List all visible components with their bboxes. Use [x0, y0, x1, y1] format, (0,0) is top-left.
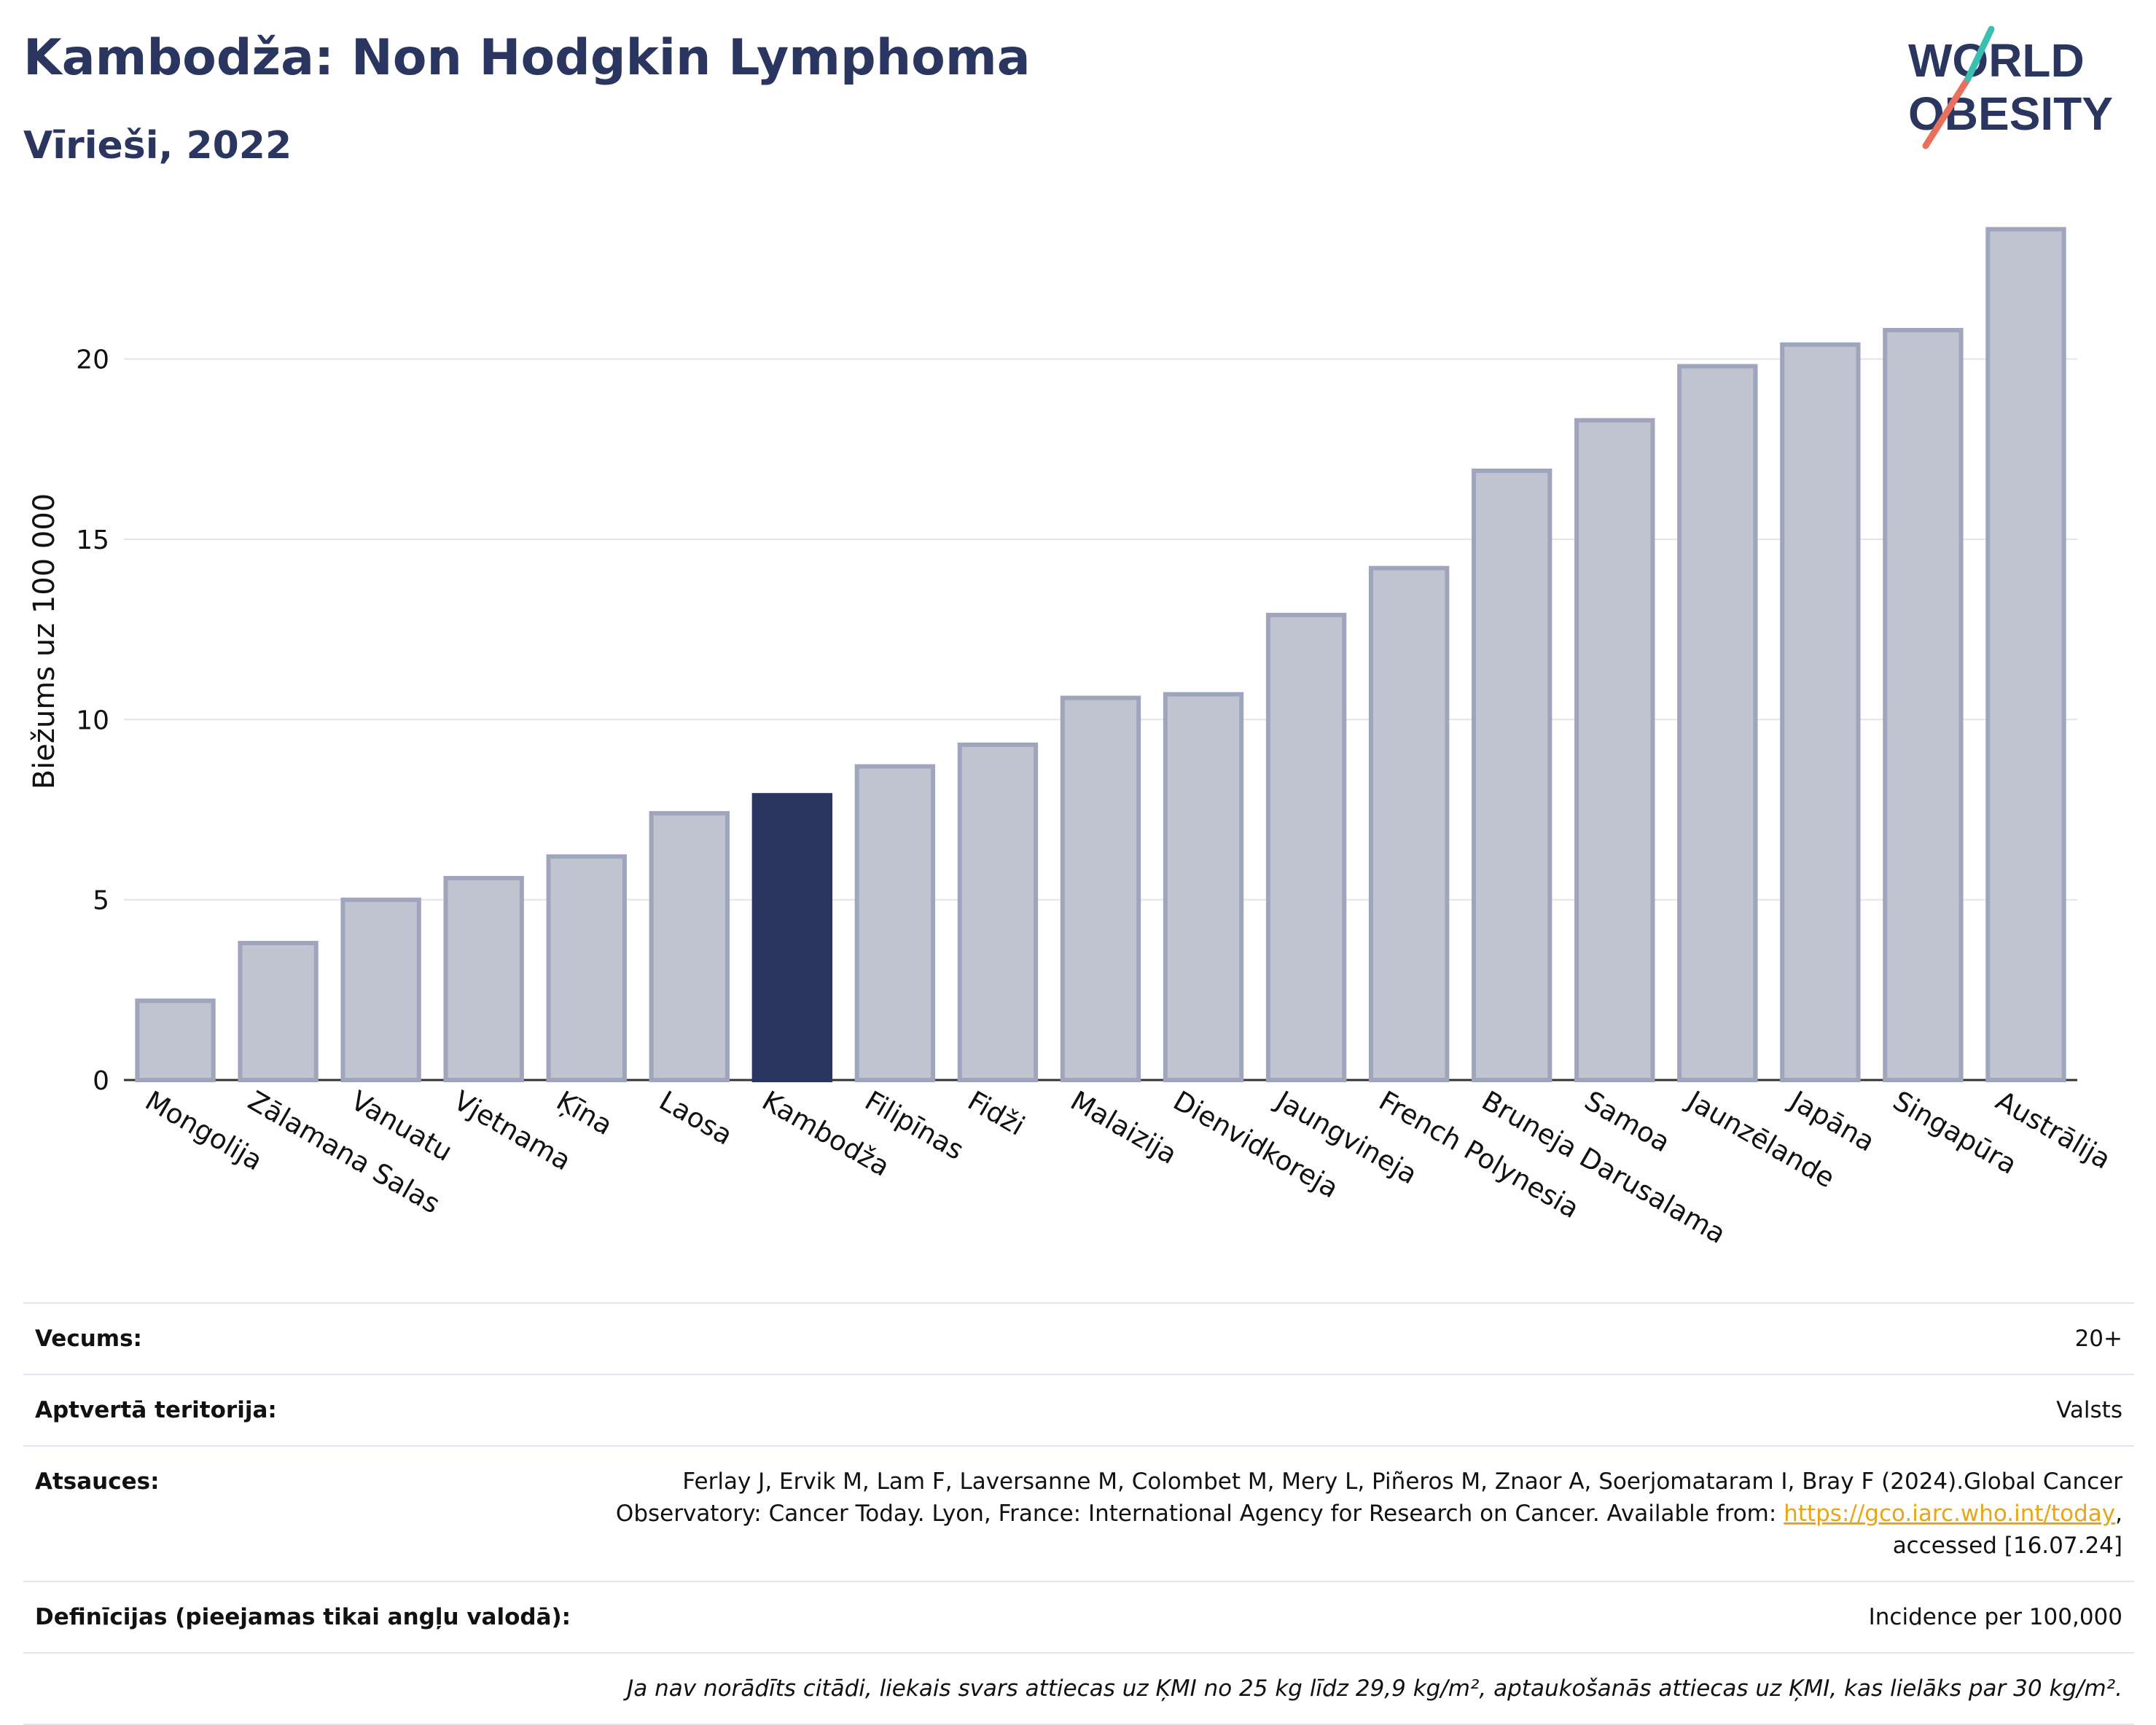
info-row-references: Atsauces: Ferlay J, Ervik M, Lam F, Lave…	[23, 1445, 2134, 1581]
y-tick-label: 10	[76, 705, 109, 735]
definitions-value: Incidence per 100,000	[1868, 1604, 2122, 1630]
bars	[135, 227, 2066, 1083]
y-tick-label: 5	[93, 886, 109, 916]
logo-line1: WORLD	[1908, 34, 2085, 87]
bar-Japāna[interactable]	[1780, 342, 1861, 1083]
bar-Zālamana Salas[interactable]	[238, 941, 319, 1083]
x-tick-label: Vjetnama	[448, 1085, 576, 1177]
x-tick-label: Fidži	[962, 1085, 1030, 1142]
y-tick-labels: 0 5 10 15 20	[76, 345, 109, 1096]
page-subtitle: Vīrieši, 2022	[23, 124, 292, 168]
bar-Vjetnama[interactable]	[443, 875, 524, 1082]
references-text: Ferlay J, Ervik M, Lam F, Laversanne M, …	[615, 1468, 2122, 1527]
bar-Kambodža[interactable]	[751, 793, 833, 1083]
footnote: Ja nav norādīts citādi, liekais svars at…	[627, 1675, 2122, 1702]
info-table: Vecums: 20+ Aptvertā teritorija: Valsts …	[23, 1302, 2134, 1725]
bar-Fidži[interactable]	[957, 742, 1039, 1082]
age-label: Vecums:	[35, 1326, 142, 1352]
bar-Jaunzēlande[interactable]	[1677, 364, 1758, 1083]
bar-French Polynesia[interactable]	[1368, 566, 1450, 1082]
info-row-coverage: Aptvertā teritorija: Valsts	[23, 1374, 2134, 1445]
x-tick-label: Ķīna	[551, 1085, 617, 1142]
bar-Malaizija[interactable]	[1060, 695, 1141, 1082]
bar-Bruneja Darusalama[interactable]	[1472, 468, 1552, 1082]
y-tick-label: 0	[93, 1066, 109, 1096]
age-value: 20+	[2074, 1326, 2122, 1352]
x-tick-label: Mongolija	[140, 1085, 267, 1177]
y-axis-label: Biežums uz 100 000	[28, 493, 61, 790]
x-tick-label: Zālamana Salas	[243, 1085, 445, 1220]
bar-Vanuatu[interactable]	[340, 897, 421, 1083]
bar-Singapūra[interactable]	[1883, 328, 1964, 1082]
bar-Dienvidkoreja[interactable]	[1163, 692, 1244, 1082]
references-value: Ferlay J, Ervik M, Lam F, Laversanne M, …	[589, 1466, 2122, 1562]
y-tick-label: 20	[76, 345, 109, 375]
world-obesity-logo: WORLD OBESITY	[1908, 26, 2113, 149]
coverage-value: Valsts	[2056, 1397, 2122, 1423]
bar-Jaungvineja[interactable]	[1265, 612, 1347, 1082]
logo-slash-teal-icon	[1964, 26, 1995, 82]
y-tick-label: 15	[76, 525, 109, 555]
references-link[interactable]: https://gco.iarc.who.int/today	[1784, 1501, 2116, 1527]
definitions-label: Definīcijas (pieejamas tikai angļu valod…	[35, 1604, 571, 1630]
bar-Austrālija[interactable]	[1985, 227, 2066, 1082]
references-label: Atsauces:	[35, 1468, 160, 1495]
logo-slash-red-icon	[1922, 75, 1972, 149]
references-accessed: , accessed [16.07.24]	[1892, 1501, 2122, 1559]
info-row-note: Ja nav norādīts citādi, liekais svars at…	[23, 1652, 2134, 1725]
info-row-definitions: Definīcijas (pieejamas tikai angļu valod…	[23, 1581, 2134, 1652]
x-tick-label: Malaizija	[1066, 1085, 1182, 1170]
coverage-label: Aptvertā teritorija:	[35, 1397, 277, 1423]
bar-Samoa[interactable]	[1574, 418, 1655, 1082]
x-tick-label: Laosa	[654, 1085, 738, 1151]
bar-Laosa[interactable]	[649, 810, 730, 1082]
bar-Ķīna[interactable]	[546, 854, 627, 1082]
bar-Mongolija[interactable]	[135, 998, 216, 1083]
page-title: Kambodža: Non Hodgkin Lymphoma	[23, 29, 1031, 87]
bar-Filipīnas[interactable]	[854, 764, 936, 1082]
info-row-age: Vecums: 20+	[23, 1302, 2134, 1374]
